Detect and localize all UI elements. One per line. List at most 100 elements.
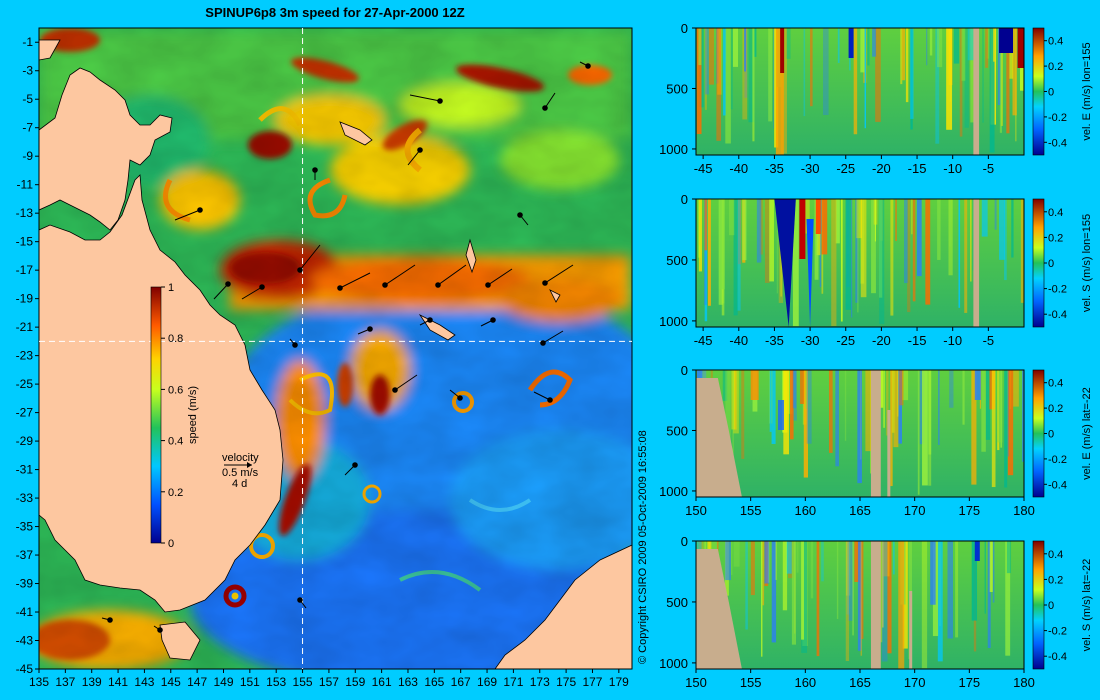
section-x-tick-label: -40 [729, 333, 748, 348]
section-x-tick-label: 155 [740, 503, 762, 518]
map-latitude-axis: -1 -3 -5 -7 -9 -11 -13 -15 -17 -19 -21 -23 -25 -27 -29… [16, 35, 39, 676]
map-y-tick-label: -11 [17, 178, 34, 192]
section-field [696, 370, 1024, 497]
section-x-tick-label: 165 [849, 503, 871, 518]
section-colorbar-tick: -0.2 [1048, 454, 1067, 466]
map-x-tick-label: 149 [213, 675, 233, 689]
section-x-tick-label: -20 [872, 161, 891, 176]
section-colorbar-tick: -0.4 [1048, 137, 1067, 149]
section-depth-tick-label: 1000 [659, 656, 688, 671]
map-y-tick-label: -21 [16, 320, 34, 334]
section-depth-tick-label: 0 [681, 363, 688, 378]
map-y-tick-label: -1 [22, 35, 33, 49]
map-y-tick-label: -27 [16, 406, 34, 420]
section-label: vel. E (m/s) lat=-22 [1081, 387, 1093, 480]
section-land [870, 370, 881, 497]
section-x-tick-label: -15 [908, 333, 927, 348]
speed-colorbar-tick: 0.8 [168, 333, 183, 345]
section-x-tick-label: -5 [983, 161, 995, 176]
section-label: vel. S (m/s) lat=-22 [1081, 559, 1093, 652]
section-x-tick-label: -25 [836, 161, 855, 176]
section-lon155-east: -45 -40 -35 -30 -25 -20 -15 -10 -5 0 500 1000 0.4 0.2… [659, 21, 1093, 176]
section-colorbar: 0.4 0.2 0 -0.2 -0.4 [1032, 27, 1067, 156]
section-x-tick-label: -10 [943, 333, 962, 348]
map-y-tick-label: -45 [16, 662, 34, 676]
section-field [696, 541, 1024, 669]
section-x-tick-label: 155 [740, 675, 762, 690]
land-vanuatu [465, 238, 477, 274]
map-x-tick-label: 151 [240, 675, 260, 689]
section-depth-tick-label: 1000 [659, 142, 688, 157]
section-colorbar-tick: 0.2 [1048, 61, 1063, 73]
map-x-tick-label: 155 [293, 675, 313, 689]
map-y-tick-label: -17 [16, 263, 34, 277]
section-colorbar-tick: -0.2 [1048, 626, 1067, 638]
map-x-tick-label: 153 [266, 675, 286, 689]
speed-colorbar-tick: 0.4 [168, 436, 183, 448]
map-y-tick-label: -15 [16, 235, 34, 249]
section-colorbar-tick: -0.2 [1048, 284, 1067, 296]
map-y-tick-label: -13 [16, 206, 34, 220]
section-land [870, 541, 881, 669]
map-x-tick-label: 159 [345, 675, 365, 689]
map-y-tick-label: -35 [16, 520, 34, 534]
map-y-tick-label: -9 [22, 149, 33, 163]
land-islands [39, 39, 61, 61]
section-x-tick-label: 170 [904, 503, 926, 518]
section-x-tick-label: -35 [765, 161, 784, 176]
section-land [973, 28, 980, 155]
map-y-tick-label: -39 [16, 577, 34, 591]
map-x-tick-label: 169 [477, 675, 497, 689]
section-label: vel. E (m/s) lon=155 [1081, 42, 1093, 140]
map-longitude-axis: 135 137 139 141 143 145 147 149 151 153 155 157 159 1… [29, 669, 629, 689]
map-y-tick-label: -25 [16, 377, 34, 391]
speed-map: 135 137 139 141 143 145 147 149 151 153 155 157 159 1… [16, 27, 633, 689]
speed-colorbar-tick: 0.2 [168, 487, 183, 499]
section-colorbar-tick: 0 [1048, 600, 1054, 612]
section-x-tick-label: 165 [849, 675, 871, 690]
section-x-tick-label: 160 [794, 503, 816, 518]
section-x-tick-label: 180 [1013, 503, 1035, 518]
section-depth-tick-label: 0 [681, 21, 688, 36]
section-lat-22-east: 150 155 160 165 170 175 180 0 500 1000 0.4 0.2 0 -0.2… [659, 363, 1093, 518]
land-fiji [549, 289, 561, 303]
map-y-tick-label: -31 [16, 463, 34, 477]
velocity-legend-title: velocity [222, 452, 259, 464]
section-x-tick-label: -15 [908, 161, 927, 176]
map-x-tick-label: 163 [398, 675, 418, 689]
speed-colorbar-tick: 0.6 [168, 384, 183, 396]
section-lon155-south: -45 -40 -35 -30 -25 -20 -15 -10 -5 0 500 1000 0.4 0.2… [659, 192, 1093, 348]
section-depth-tick-label: 0 [681, 534, 688, 549]
map-y-tick-label: -33 [16, 491, 34, 505]
map-y-tick-label: -29 [16, 434, 34, 448]
map-x-tick-label: 137 [55, 675, 75, 689]
section-x-tick-label: -40 [729, 161, 748, 176]
section-x-tick-label: 175 [958, 503, 980, 518]
section-depth-tick-label: 500 [666, 423, 688, 438]
section-depth-tick-label: 500 [666, 253, 688, 268]
land-tasmania [159, 621, 201, 661]
map-y-tick-label: -5 [22, 92, 33, 106]
section-x-tick-label: -45 [694, 333, 713, 348]
speed-colorbar: 1 0.8 0.6 0.4 0.2 0 speed (m/s) [150, 282, 199, 550]
section-colorbar-tick: 0 [1048, 258, 1054, 270]
map-x-tick-label: 139 [82, 675, 102, 689]
land-new-zealand [494, 544, 632, 669]
section-x-tick-label: 175 [958, 675, 980, 690]
land-solomon-islands [339, 121, 373, 146]
section-x-tick-label: -30 [801, 161, 820, 176]
section-field [696, 28, 1024, 155]
section-x-tick-label: -10 [943, 161, 962, 176]
map-x-tick-label: 135 [29, 675, 49, 689]
map-y-tick-label: -23 [16, 349, 34, 363]
map-x-tick-label: 145 [161, 675, 181, 689]
speed-colorbar-tick: 0 [168, 538, 174, 550]
velocity-legend-note: 4 d [232, 478, 247, 490]
section-colorbar-tick: 0.4 [1048, 207, 1063, 219]
section-x-tick-label: -5 [983, 333, 995, 348]
map-x-tick-label: 161 [372, 675, 392, 689]
section-x-tick-label: 150 [685, 503, 707, 518]
section-x-tick-label: -45 [694, 161, 713, 176]
vertical-sections: -45 -40 -35 -30 -25 -20 -15 -10 -5 0 500 1000 0.4 0.2… [659, 21, 1093, 690]
